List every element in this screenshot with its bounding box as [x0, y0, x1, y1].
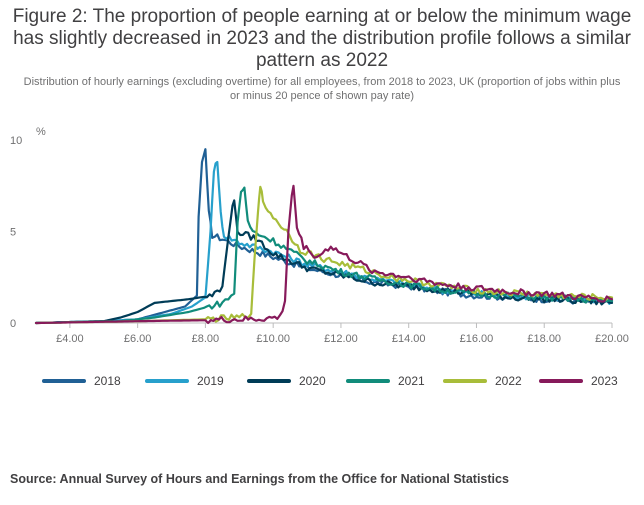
chart-subtitle: Distribution of hourly earnings (excludi… [23, 76, 621, 102]
x-tick-label: £4.00 [56, 333, 84, 345]
legend-label-2018: 2018 [94, 374, 121, 388]
legend-label-2023: 2023 [591, 374, 618, 388]
x-tick-label: £6.00 [124, 333, 152, 345]
chart-series-lines [34, 148, 614, 325]
x-tick-label: £12.00 [324, 333, 358, 345]
x-tick-label: £18.00 [527, 333, 561, 345]
series-line-2022 [34, 185, 614, 325]
legend-label-2019: 2019 [197, 374, 224, 388]
legend-label-2021: 2021 [398, 374, 425, 388]
legend-label-2020: 2020 [299, 374, 326, 388]
y-tick-label: 5 [10, 227, 16, 239]
x-tick-label: £14.00 [392, 333, 426, 345]
series-line-2019 [34, 160, 614, 325]
chart-legend: 2018 2019 2020 2021 2022 2023 [42, 374, 618, 388]
x-tick-label: £20.00 [595, 333, 629, 345]
x-tick-label: £16.00 [460, 333, 494, 345]
y-tick-label: 0 [10, 318, 16, 330]
y-tick-label: 10 [10, 135, 22, 147]
x-tick-label: £8.00 [192, 333, 220, 345]
series-line-2023 [34, 184, 614, 325]
line-chart: 0 5 10% £4.00 £6.00 £8.00 £10.00 £12.00 £14.00 £1… [10, 126, 629, 388]
series-line-2020 [34, 199, 614, 325]
source-note: Source: Annual Survey of Hours and Earni… [10, 472, 509, 486]
series-line-2021 [34, 186, 614, 325]
y-unit-label: % [36, 126, 46, 138]
chart-axes: 0 5 10% £4.00 £6.00 £8.00 £10.00 £12.00 £14.00 £1… [10, 126, 629, 345]
x-tick-label: £10.00 [256, 333, 290, 345]
legend-label-2022: 2022 [495, 374, 522, 388]
chart-title: Figure 2: The proportion of people earni… [12, 6, 632, 71]
